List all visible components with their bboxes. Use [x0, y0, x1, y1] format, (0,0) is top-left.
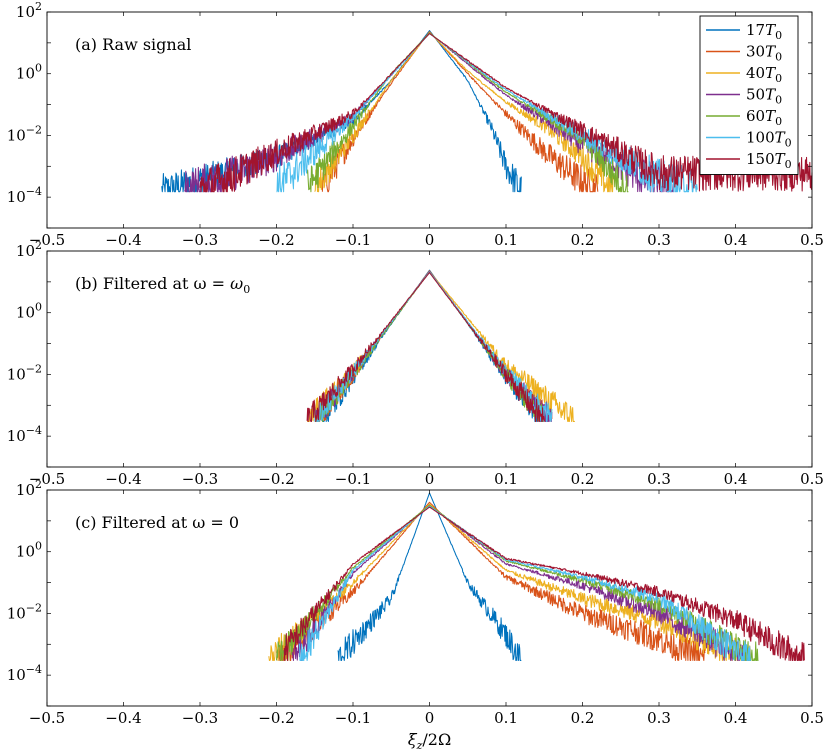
x-tick-label: −0.2 [258, 231, 294, 249]
series-line-17T0 [161, 30, 522, 193]
series-line-150T0 [306, 272, 545, 422]
x-tick-label: 0 [425, 709, 435, 727]
x-tick-label: 0.1 [494, 470, 518, 488]
x-tick-label: 0.3 [647, 470, 671, 488]
legend-label: 40T0 [746, 64, 782, 85]
x-tick-label: 0.4 [724, 709, 748, 727]
y-tick-label: 102 [16, 0, 42, 21]
x-tick-label: −0.5 [29, 470, 65, 488]
panel-3: −0.5 −0.4 −0.3 −0.2 −0.1 0 0.1 0.2 0.3 0.4 0.5 102 1… [7, 478, 824, 727]
series-line-40T0 [268, 503, 752, 661]
x-tick-label: −0.5 [29, 231, 65, 249]
series-line-50T0 [291, 504, 751, 661]
series-line-40T0 [314, 31, 614, 193]
x-tick-label: 0.4 [724, 470, 748, 488]
x-tick-label: 0 [425, 470, 435, 488]
x-tick-label: 0.3 [647, 231, 671, 249]
x-tick-label: −0.4 [105, 470, 141, 488]
y-tick-label: 10−4 [7, 185, 42, 206]
legend-box [699, 15, 799, 175]
x-tick-label: −0.2 [258, 709, 294, 727]
series-line-60T0 [275, 504, 759, 661]
legend-label: 100T0 [746, 129, 792, 150]
y-tick-label: 102 [16, 478, 42, 499]
x-tick-label: −0.4 [105, 709, 141, 727]
x-tick-label: −0.1 [335, 231, 371, 249]
x-tick-label: 0.5 [800, 470, 824, 488]
legend-label: 30T0 [746, 43, 782, 64]
x-tick-label: −0.5 [29, 709, 65, 727]
series-line-60T0 [306, 32, 629, 193]
x-tick-label: 0.2 [571, 709, 595, 727]
x-tick-label: −0.1 [335, 470, 371, 488]
legend-label: 17T0 [746, 21, 782, 42]
x-tick-label: −0.4 [105, 231, 141, 249]
x-tick-label: −0.3 [182, 231, 218, 249]
x-tick-label: 0.5 [800, 231, 824, 249]
y-tick-label: 10−4 [7, 424, 42, 445]
x-tick-label: 0.4 [724, 231, 748, 249]
panel-label: (b) Filtered at ω = ω0 [75, 274, 250, 296]
x-axis-label: ξz/2Ω [408, 730, 451, 752]
series-line-30T0 [321, 31, 599, 193]
x-tick-label: 0.2 [571, 231, 595, 249]
x-tick-label: −0.3 [182, 470, 218, 488]
y-tick-label: 102 [16, 239, 42, 260]
panel-label: (a) Raw signal [75, 35, 191, 54]
legend-label: 60T0 [746, 107, 782, 128]
series-line-100T0 [298, 505, 751, 661]
y-tick-label: 10−2 [7, 601, 42, 622]
y-tick-label: 100 [16, 62, 42, 83]
x-tick-label: 0.3 [647, 709, 671, 727]
y-tick-label: 100 [16, 540, 42, 561]
x-tick-label: 0.1 [494, 231, 518, 249]
x-tick-label: 0.2 [571, 470, 595, 488]
series-line-60T0 [314, 271, 545, 422]
x-tick-label: −0.2 [258, 470, 294, 488]
x-tick-label: −0.1 [335, 709, 371, 727]
series-line-17T0 [322, 269, 545, 422]
y-tick-label: 10−2 [7, 123, 42, 144]
series-line-150T0 [283, 506, 805, 661]
panel-1: −0.5 −0.4 −0.3 −0.2 −0.1 0 0.1 0.2 0.3 0.4 0.5 102 1… [7, 0, 824, 249]
legend-label: 150T0 [746, 150, 792, 171]
x-tick-label: −0.3 [182, 709, 218, 727]
panel-2: −0.5 −0.4 −0.3 −0.2 −0.1 0 0.1 0.2 0.3 0.4 0.5 102 1… [7, 239, 824, 488]
y-tick-label: 100 [16, 301, 42, 322]
legend-label: 50T0 [746, 86, 782, 107]
series-line-30T0 [275, 501, 706, 661]
y-tick-label: 10−2 [7, 362, 42, 383]
x-tick-label: 0.1 [494, 709, 518, 727]
y-tick-label: 10−4 [7, 663, 42, 684]
x-tick-label: 0 [425, 231, 435, 249]
panel-label: (c) Filtered at ω = 0 [75, 513, 239, 532]
x-tick-label: 0.5 [800, 709, 824, 727]
